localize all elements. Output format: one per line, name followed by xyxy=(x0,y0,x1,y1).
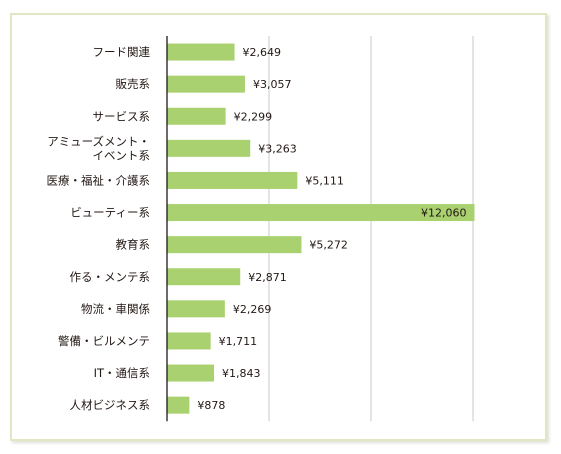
value-label: ¥2,299 xyxy=(234,110,273,123)
category-label: 人材ビジネス系 xyxy=(70,398,151,412)
value-label: ¥1,843 xyxy=(222,367,261,380)
category-label: 販売系 xyxy=(116,77,151,91)
value-label: ¥1,711 xyxy=(219,335,258,348)
category-label: 作る・メンテ系 xyxy=(70,270,151,284)
bar xyxy=(167,204,475,222)
chart-frame xyxy=(10,13,547,441)
bar xyxy=(167,396,190,414)
bar xyxy=(167,236,302,254)
value-label: ¥3,263 xyxy=(258,142,297,155)
category-label: 物流・車関係 xyxy=(81,302,150,316)
category-label: サービス系 xyxy=(93,109,151,123)
value-label: ¥5,272 xyxy=(309,239,348,252)
value-label: ¥3,057 xyxy=(253,78,291,91)
category-label: アミューズメント・ xyxy=(47,134,150,148)
bar xyxy=(167,364,214,382)
category-label: ビューティー系 xyxy=(70,206,150,220)
bar xyxy=(167,268,241,286)
bar xyxy=(167,332,211,350)
bar xyxy=(167,300,225,318)
value-label: ¥5,111 xyxy=(305,174,344,187)
category-label: 医療・福祉・介護系 xyxy=(47,173,151,187)
value-label: ¥12,060 xyxy=(421,207,467,220)
category-label: フード関連 xyxy=(93,45,151,59)
value-label: ¥2,649 xyxy=(243,46,282,59)
bar xyxy=(167,75,245,93)
category-label: 警備・ビルメンテ xyxy=(58,334,150,348)
bar xyxy=(167,107,226,125)
value-label: ¥2,871 xyxy=(248,271,287,284)
bar xyxy=(167,43,235,61)
bar xyxy=(167,139,251,157)
category-label: IT・通信系 xyxy=(94,366,150,380)
bar xyxy=(167,171,298,189)
category-label: 教育系 xyxy=(116,238,151,252)
value-label: ¥878 xyxy=(197,399,225,412)
category-label: イベント系 xyxy=(93,148,151,162)
value-label: ¥2,269 xyxy=(233,303,272,316)
